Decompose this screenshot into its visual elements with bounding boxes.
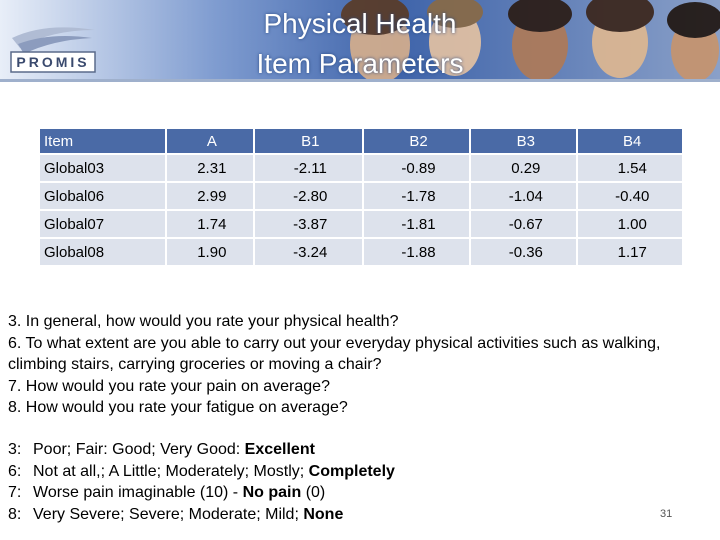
cell: 1.90 xyxy=(164,237,255,267)
question: 7. How would you rate your pain on avera… xyxy=(8,377,330,395)
answer-part: Not at all,; A Little; Moderately; Mostl… xyxy=(33,462,309,480)
cell: -2.11 xyxy=(252,153,364,183)
answer-text: Worse pain imaginable (10) - No pain (0) xyxy=(33,482,325,504)
cell: -0.40 xyxy=(576,181,684,211)
cell: 1.74 xyxy=(164,209,255,239)
item-cell: Global07 xyxy=(38,209,167,239)
table-row: Global07 1.74 -3.87 -1.81 -0.67 1.00 xyxy=(38,209,684,239)
page-number: 31 xyxy=(660,508,673,520)
cell: -0.89 xyxy=(361,153,472,183)
answer-part: (0) xyxy=(301,484,326,502)
cell: -1.78 xyxy=(361,181,472,211)
parameter-table: Item A B1 B2 B3 B4 Global03 2.31 -2.11 -0.89 0.29 1… xyxy=(38,127,684,267)
cell: -3.87 xyxy=(252,209,364,239)
questions: 3. In general, how would you rate your p… xyxy=(8,311,692,419)
cell: 2.31 xyxy=(164,153,255,183)
cell: -0.67 xyxy=(469,209,579,239)
answer-label: 7: xyxy=(8,484,22,502)
logo-text: PROMIS xyxy=(16,54,90,70)
answer-part: None xyxy=(303,506,344,524)
answer-label: 3: xyxy=(8,441,22,458)
cell: 1.00 xyxy=(576,209,684,239)
cell: 1.54 xyxy=(576,153,684,183)
cell: -2.80 xyxy=(252,181,364,211)
column-header: B4 xyxy=(576,127,684,155)
question: 8. How would you rate your fatigue on av… xyxy=(8,399,348,416)
item-cell: Global03 xyxy=(38,153,167,183)
column-header: B3 xyxy=(469,127,579,155)
cell: -1.88 xyxy=(361,237,472,267)
table-row: Global03 2.31 -2.11 -0.89 0.29 1.54 xyxy=(38,153,684,183)
cell: 2.99 xyxy=(164,181,255,211)
cell: -3.24 xyxy=(252,237,364,267)
cell: -1.04 xyxy=(469,181,579,211)
column-header: B2 xyxy=(361,127,472,155)
cell: -1.81 xyxy=(361,209,472,239)
column-header: Item xyxy=(38,127,167,155)
column-header: A xyxy=(164,127,255,155)
question: 3. In general, how would you rate your p… xyxy=(8,313,399,330)
cell: 1.17 xyxy=(576,237,684,267)
answer-part: Poor; Fair: Good; Very Good: xyxy=(33,441,245,458)
answer-row: 6: Not at all,; A Little; Moderately; Mos… xyxy=(8,461,395,483)
answer-text: Poor; Fair: Good; Very Good: Excellent xyxy=(33,439,315,461)
answer-part: No pain xyxy=(242,484,302,502)
answer-part: Worse pain imaginable (10) - xyxy=(33,484,243,502)
answer-row: 7: Worse pain imaginable (10) - No pain (… xyxy=(8,482,395,504)
answer-row: 8: Very Severe; Severe; Moderate; Mild; N… xyxy=(8,504,395,526)
answer-label: 6: xyxy=(8,462,22,480)
cell: 0.29 xyxy=(469,153,579,183)
cell: -0.36 xyxy=(469,237,579,267)
answer-part: Very Severe; Severe; Moderate; Mild; xyxy=(33,506,304,524)
header-row: Item A B1 B2 B3 B4 xyxy=(38,127,684,155)
answers: 3: Poor; Fair: Good; Very Good: Excellent… xyxy=(8,439,395,526)
answer-part: Excellent xyxy=(244,441,315,458)
header-banner xyxy=(0,0,720,82)
answer-part: Completely xyxy=(308,462,395,480)
column-header: B1 xyxy=(252,127,364,155)
answer-row: 3: Poor; Fair: Good; Very Good: Excellent xyxy=(8,439,395,461)
answer-label: 8: xyxy=(8,506,22,524)
answer-text: Very Severe; Severe; Moderate; Mild; Non… xyxy=(33,504,343,526)
item-cell: Global08 xyxy=(38,237,167,267)
title-line: Physical Health xyxy=(263,8,457,39)
title-line: Item Parameters xyxy=(256,48,464,79)
table-row: Global06 2.99 -2.80 -1.78 -1.04 -0.40 xyxy=(38,181,684,211)
answer-text: Not at all,; A Little; Moderately; Mostl… xyxy=(33,461,395,483)
item-cell: Global06 xyxy=(38,181,167,211)
question: 6. To what extent are you able to carry … xyxy=(8,334,661,374)
slide-title: Physical Health Item Parameters xyxy=(200,4,520,84)
table-row: Global08 1.90 -3.24 -1.88 -0.36 1.17 xyxy=(38,237,684,267)
